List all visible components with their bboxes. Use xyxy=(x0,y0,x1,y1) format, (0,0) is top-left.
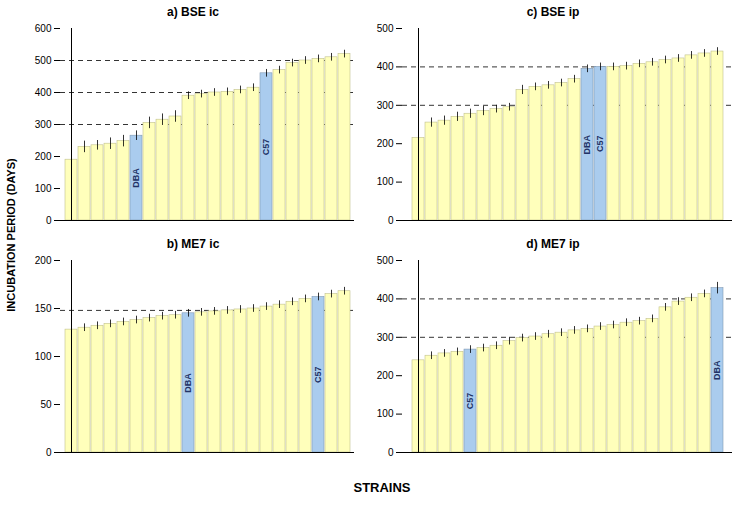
svg-text:0: 0 xyxy=(388,447,394,458)
svg-text:500: 500 xyxy=(35,55,52,66)
svg-text:C57: C57 xyxy=(313,366,323,383)
svg-text:DBA: DBA xyxy=(183,373,193,393)
svg-text:C57: C57 xyxy=(261,139,271,156)
svg-text:DBA: DBA xyxy=(582,134,592,154)
svg-text:0: 0 xyxy=(46,447,52,458)
svg-text:100: 100 xyxy=(377,408,394,419)
svg-text:400: 400 xyxy=(377,61,394,72)
svg-text:200: 200 xyxy=(35,255,52,266)
svg-text:600: 600 xyxy=(35,23,52,34)
svg-text:DBA: DBA xyxy=(131,168,141,188)
svg-text:C57: C57 xyxy=(465,393,475,410)
svg-text:C57: C57 xyxy=(595,135,605,152)
svg-text:200: 200 xyxy=(35,151,52,162)
svg-text:100: 100 xyxy=(35,183,52,194)
svg-text:0: 0 xyxy=(388,215,394,226)
svg-text:200: 200 xyxy=(377,138,394,149)
svg-text:DBA: DBA xyxy=(712,360,722,380)
svg-text:500: 500 xyxy=(377,23,394,34)
svg-text:100: 100 xyxy=(35,351,52,362)
html-text:b) ME7 ic: b) ME7 ic xyxy=(166,237,220,251)
svg-text:200: 200 xyxy=(377,370,394,381)
svg-text:400: 400 xyxy=(377,293,394,304)
svg-text:500: 500 xyxy=(377,255,394,266)
html-text:INCUBATION PERIOD (DAYS): INCUBATION PERIOD (DAYS) xyxy=(5,158,17,312)
svg-text:400: 400 xyxy=(35,87,52,98)
svg-text:300: 300 xyxy=(377,332,394,343)
html-text:c) BSE ip: c) BSE ip xyxy=(526,5,580,19)
svg-text:50: 50 xyxy=(40,399,52,410)
svg-text:150: 150 xyxy=(35,303,52,314)
svg-text:300: 300 xyxy=(377,100,394,111)
svg-text:0: 0 xyxy=(46,215,52,226)
html-text:d) ME7 ip: d) ME7 ip xyxy=(526,237,580,251)
html-text:STRAINS: STRAINS xyxy=(353,480,411,495)
html-text:a) BSE ic: a) BSE ic xyxy=(167,5,219,19)
svg-text:100: 100 xyxy=(377,176,394,187)
svg-text:300: 300 xyxy=(35,119,52,130)
